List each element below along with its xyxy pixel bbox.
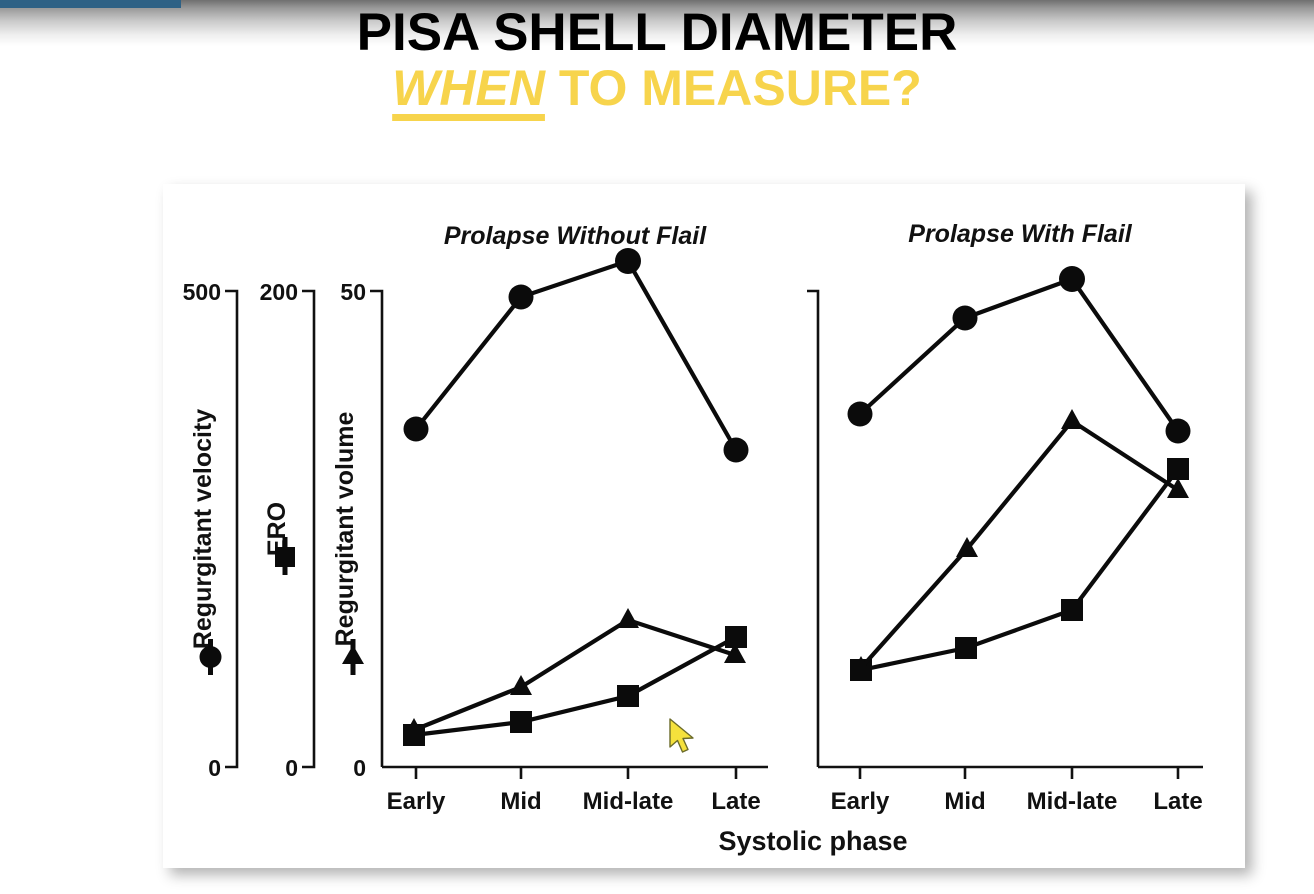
right-tick-label-early: Early <box>831 788 890 815</box>
right-series-volume <box>850 409 1189 676</box>
right-tick-label-mid: Mid <box>944 788 985 815</box>
right-series-velocity <box>847 266 1191 444</box>
right-tick-label-late: Late <box>1153 788 1202 815</box>
title-secondary-rest: TO MEASURE? <box>544 60 922 116</box>
x-axis-title: Systolic phase <box>718 826 907 856</box>
header-gradient <box>0 0 1314 46</box>
square-marker-icon <box>275 537 295 575</box>
left-series-volume <box>403 608 746 738</box>
volume-axis-title: Regurgitant volume <box>331 412 359 647</box>
velocity-axis-max-label: 500 <box>183 279 221 305</box>
figure-svg: 500 0 Regurgitant velocity 200 0 ERO 50 … <box>183 220 1203 856</box>
circle-marker-icon <box>199 639 222 675</box>
left-tick-label-early: Early <box>387 788 446 815</box>
left-tick-label-mid-late: Mid-late <box>583 788 674 815</box>
velocity-axis-spine <box>225 289 239 769</box>
title-line-primary: PISA SHELL DIAMETER <box>356 3 958 62</box>
axis-regurgitant-volume: 50 0 Regurgitant volume <box>331 279 384 781</box>
right-x-ticks <box>858 767 1180 779</box>
panel-prolapse-without-flail: Prolapse Without Flail <box>382 222 768 815</box>
right-y-spine <box>807 289 820 767</box>
velocity-axis-title: Regurgitant velocity <box>189 409 217 649</box>
right-panel-title: Prolapse With Flail <box>908 220 1132 248</box>
right-series-ero <box>850 458 1189 681</box>
volume-axis-max-label: 50 <box>340 279 366 305</box>
figure-card: 500 0 Regurgitant velocity 200 0 ERO 50 … <box>163 184 1245 868</box>
axis-regurgitant-velocity: 500 0 Regurgitant velocity <box>183 279 239 781</box>
left-x-ticks <box>414 767 738 779</box>
ero-axis-min-label: 0 <box>285 755 298 781</box>
ero-axis-spine <box>302 289 316 769</box>
header-accent-bar <box>0 0 181 8</box>
axis-ero: 200 0 ERO <box>260 279 316 781</box>
left-tick-label-late: Late <box>711 788 760 815</box>
volume-axis-spine <box>370 289 384 767</box>
title-emphasis-word: WHEN <box>392 60 545 116</box>
title-line-secondary: WHEN TO MEASURE? <box>0 63 1314 113</box>
triangle-marker-icon <box>342 639 364 675</box>
slide-header-band <box>0 0 1314 46</box>
page-title: PISA SHELL DIAMETER WHEN TO MEASURE? <box>0 6 1314 113</box>
velocity-axis-min-label: 0 <box>208 755 221 781</box>
volume-axis-min-label: 0 <box>353 755 366 781</box>
panel-prolapse-with-flail: Prolapse With Flail <box>807 220 1203 815</box>
right-tick-label-mid-late: Mid-late <box>1027 788 1118 815</box>
left-series-velocity <box>403 248 749 463</box>
ero-axis-max-label: 200 <box>260 279 298 305</box>
left-tick-label-mid: Mid <box>500 788 541 815</box>
left-panel-title: Prolapse Without Flail <box>444 222 707 250</box>
